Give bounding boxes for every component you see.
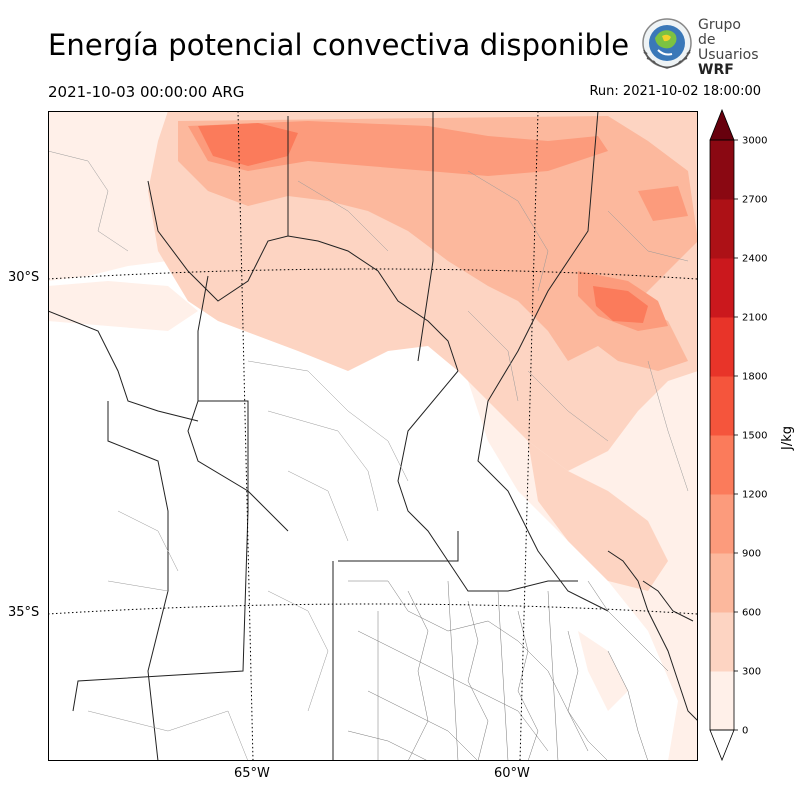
colorbar-tick-label: 2100	[742, 313, 767, 324]
longitude-label-60w: 60°W	[494, 766, 530, 781]
map-title: Energía potencial convectiva disponible	[48, 28, 630, 62]
colorbar-tick-label: 2700	[742, 195, 767, 206]
colorbar-tick-label: 900	[742, 549, 761, 560]
colorbar-extend-top	[709, 108, 735, 141]
valid-time: 2021-10-03 00:00:00 ARG	[48, 83, 245, 101]
colorbar-tick-label: 2400	[742, 254, 767, 265]
colorbar-tick-label: 300	[742, 667, 761, 678]
colorbar-segment	[710, 553, 734, 613]
colorbar-segment	[710, 435, 734, 495]
latitude-label-30s: 30°S	[8, 270, 40, 285]
colorbar-tick-label: 0	[742, 726, 748, 737]
colorbar-tick-label: 1200	[742, 490, 767, 501]
colorbar-tick-label: 1800	[742, 372, 767, 383]
colorbar-tick-label: 600	[742, 608, 761, 619]
colorbar-extend-bottom	[709, 729, 735, 762]
latitude-label-35s: 35°S	[8, 605, 40, 620]
colorbar-segment	[710, 317, 734, 377]
colorbar-segment	[710, 258, 734, 318]
cape-field-1200-1500	[198, 123, 648, 323]
globe-icon	[642, 18, 692, 69]
logo-text-line1: Grupo de	[698, 17, 741, 48]
cape-map	[48, 111, 698, 761]
longitude-label-65w: 65°W	[234, 766, 270, 781]
run-time: Run: 2021-10-02 18:00:00	[589, 84, 761, 99]
coastline	[607, 550, 698, 722]
colorbar-ticks: 0 300 600 900 1200 1500 1800 2100 2400 2700 3000	[734, 136, 767, 737]
colorbar-tick-label: 1500	[742, 431, 767, 442]
logo-text-line2: Usuarios	[698, 47, 759, 63]
colorbar-segment	[710, 140, 734, 200]
department-borders	[48, 150, 689, 761]
logo-text-line3: WRF	[698, 62, 734, 78]
province-borders	[48, 111, 609, 761]
buenos-aires-partidos	[347, 580, 669, 761]
colorbar-segment	[710, 376, 734, 436]
wrf-users-group-logo: Grupo de Usuarios WRF	[638, 14, 760, 78]
colorbar-unit-label: J/kg	[780, 426, 795, 451]
colorbar-tick-label: 3000	[742, 136, 767, 147]
colorbar-segments	[709, 108, 735, 762]
colorbar-segment	[710, 494, 734, 554]
colorbar: 0 300 600 900 1200 1500 1800 2100 2400 2700 3000 J…	[709, 108, 795, 762]
graticule	[48, 111, 698, 761]
colorbar-segment	[710, 199, 734, 259]
colorbar-segment	[710, 671, 734, 731]
map-frame	[48, 111, 698, 761]
colorbar-segment	[710, 612, 734, 672]
